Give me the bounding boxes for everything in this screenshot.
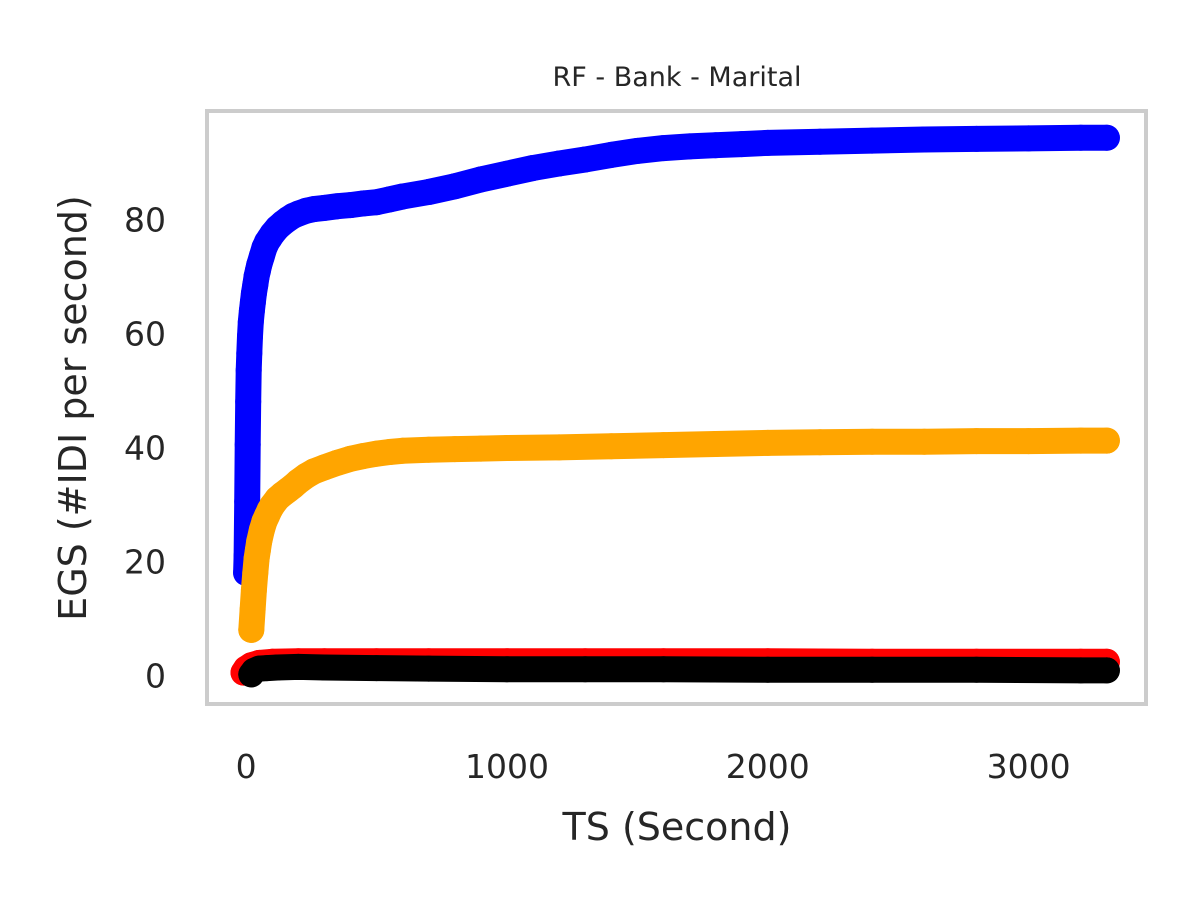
x-axis-ticks: 0 1000 2000 3000 — [236, 747, 1071, 786]
series-0-point — [235, 388, 262, 415]
series-1-point — [441, 436, 468, 463]
series-0-point — [234, 488, 261, 515]
series-1-line — [238, 427, 1120, 643]
series-3-point — [572, 656, 599, 683]
y-axis-label: EGS (#IDI per second) — [51, 195, 95, 621]
series-3-point — [859, 656, 886, 683]
series-3-point — [1093, 657, 1120, 684]
series-0-point — [1093, 124, 1120, 151]
series-3-point — [1067, 657, 1094, 684]
series-0-point — [624, 137, 651, 164]
series-0-point — [546, 150, 573, 177]
y-axis-ticks: 0 20 40 60 80 — [124, 200, 166, 695]
series-1-point — [963, 428, 990, 455]
series-3-point — [494, 656, 520, 683]
plot-frame — [205, 109, 1148, 706]
series-0-point — [494, 160, 520, 187]
series-1-point — [1015, 428, 1042, 455]
series-0-point — [728, 131, 755, 158]
series-0-point — [415, 179, 442, 205]
series-0-point — [911, 126, 938, 153]
y-tick-label: 40 — [124, 428, 166, 467]
series-1-point — [1067, 427, 1094, 454]
series-0-point — [1015, 125, 1042, 152]
y-tick-label: 0 — [145, 657, 166, 696]
series-1-point — [494, 435, 520, 461]
series-0-point — [702, 132, 729, 159]
series-1-point — [650, 432, 677, 459]
x-tick-label: 3000 — [987, 747, 1071, 786]
series-0-point — [859, 127, 886, 154]
series-0-point — [389, 183, 416, 210]
series-1-point — [238, 616, 265, 643]
series-0-point — [467, 166, 494, 193]
series-1-point — [702, 431, 729, 457]
series-1-point — [389, 437, 416, 464]
series-1-point — [807, 429, 833, 456]
x-tick-label: 0 — [236, 747, 257, 786]
y-tick-label: 20 — [124, 543, 166, 582]
series-0-point — [650, 135, 677, 162]
series-3-point — [311, 654, 338, 681]
series-1-point — [546, 434, 573, 461]
series-1-point — [415, 436, 442, 463]
series-0-point — [572, 146, 599, 173]
chart-title: RF - Bank - Marital — [553, 62, 802, 93]
series-0-point — [963, 125, 990, 152]
series-0-point — [441, 173, 468, 200]
series-1-point — [754, 429, 781, 456]
series-1-point — [467, 435, 494, 462]
plot-area — [230, 124, 1120, 688]
series-1-point — [239, 596, 266, 623]
series-0-point — [807, 128, 833, 155]
series-3-point — [264, 654, 291, 681]
series-3-point — [415, 655, 442, 682]
series-0 — [233, 124, 1120, 586]
series-1 — [238, 427, 1120, 643]
series-0-point — [754, 129, 781, 156]
series-3-point — [363, 655, 390, 682]
y-tick-label: 60 — [124, 314, 166, 353]
series-0-point — [598, 141, 625, 168]
series-1-point — [598, 433, 625, 460]
x-axis-label: TS (Second) — [562, 805, 792, 849]
series-0-point — [676, 133, 703, 160]
series-0-point — [234, 431, 261, 458]
x-tick-label: 1000 — [465, 747, 549, 786]
series-3-point — [285, 653, 312, 680]
series-1-point — [911, 428, 938, 455]
series-1-point — [1093, 427, 1120, 454]
series-3 — [238, 653, 1120, 688]
series-3-point — [754, 656, 781, 683]
series-3-point — [963, 656, 990, 683]
x-tick-label: 2000 — [726, 747, 810, 786]
series-3-point — [650, 656, 677, 683]
y-tick-label: 80 — [124, 200, 166, 239]
series-0-point — [1067, 124, 1094, 151]
series-1-point — [859, 428, 886, 455]
series-0-point — [520, 155, 546, 181]
